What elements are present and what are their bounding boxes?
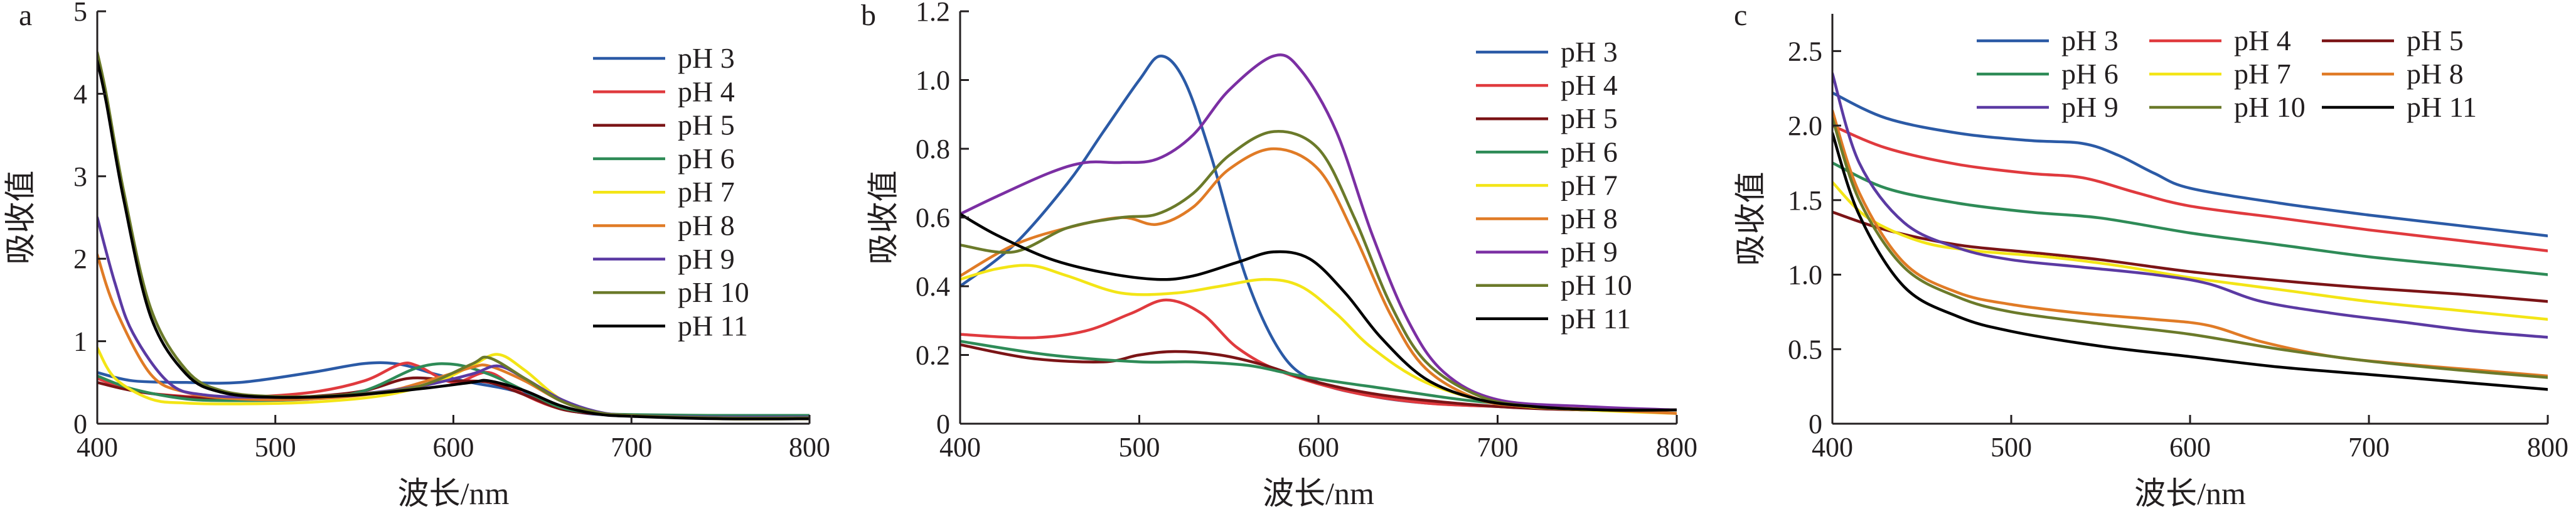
- series-lines: [97, 51, 810, 421]
- y-axis-title: 吸收值: [3, 171, 38, 265]
- legend-label: pH 5: [1561, 102, 1618, 134]
- y-tick-label: 2.5: [1788, 36, 1822, 67]
- legend-label: pH 4: [678, 75, 735, 107]
- x-tick-label: 700: [2348, 432, 2390, 463]
- series-line-7: [1832, 116, 2548, 379]
- x-axis-title: 波长/nm: [2134, 476, 2246, 511]
- y-tick-label: 0: [73, 409, 87, 439]
- x-tick-label: 600: [433, 432, 474, 463]
- series-line-8: [97, 59, 810, 421]
- y-tick-label: 0.5: [1788, 334, 1822, 365]
- panel-label: a: [19, 0, 32, 32]
- series-line-8: [960, 212, 1677, 412]
- y-tick-label: 1.0: [1788, 260, 1822, 291]
- legend-label: pH 4: [1561, 69, 1618, 101]
- legend-label: pH 7: [2234, 58, 2291, 90]
- x-tick-label: 400: [77, 432, 118, 463]
- y-tick-label: 1: [73, 326, 87, 357]
- series-line-8: [1832, 131, 2548, 391]
- legend-label: pH 6: [2061, 58, 2119, 90]
- y-tick-label: 1.5: [1788, 185, 1822, 216]
- y-tick-label: 0: [1809, 409, 1822, 439]
- y-tick-label: 0.6: [916, 203, 950, 234]
- panel-c: 400 500 600 700 800 0 0.5 1.0 1.5 2.0 2.5 波长/nm 吸收值 c…: [1733, 0, 2568, 511]
- series-line-2: [960, 343, 1677, 412]
- x-tick-label: 800: [789, 432, 830, 463]
- series-line-1: [97, 361, 810, 419]
- series-line-3: [960, 340, 1677, 412]
- series-line-6: [1832, 72, 2548, 339]
- legend-label: pH 7: [1561, 169, 1618, 201]
- y-tick-label: 1.0: [916, 65, 950, 96]
- y-tick-label: 3: [73, 161, 87, 192]
- legend-label: pH 6: [1561, 136, 1618, 168]
- legend-label: pH 10: [1561, 269, 1632, 301]
- legend-label: pH 9: [678, 243, 735, 275]
- legend-label: pH 10: [678, 276, 749, 308]
- x-tick-label: 700: [1477, 432, 1519, 463]
- x-tick-label: 400: [1812, 432, 1853, 463]
- legend-label: pH 10: [2234, 91, 2306, 123]
- y-tick-label: 0: [936, 409, 950, 439]
- y-axis-title: 吸收值: [865, 171, 901, 265]
- legend-label: pH 8: [678, 210, 735, 242]
- legend-label: pH 5: [2407, 24, 2464, 56]
- legend-label: pH 9: [1561, 236, 1618, 268]
- y-tick-label: 0.8: [916, 134, 950, 164]
- legend-label: pH 9: [2061, 91, 2119, 123]
- x-tick-label: 600: [2169, 432, 2211, 463]
- x-axis-title: 波长/nm: [398, 476, 510, 511]
- series-line-3: [1832, 161, 2548, 276]
- legend-label: pH 11: [1561, 303, 1631, 335]
- x-tick-label: 500: [255, 432, 296, 463]
- legend-label: pH 11: [678, 309, 748, 341]
- panel-b: 400 500 600 700 800 0 0.2 0.4 0.6 0.8 1.0 1.2 波长/nm 吸…: [861, 0, 1697, 511]
- series-line-5: [1832, 109, 2548, 378]
- legend-label: pH 3: [678, 42, 735, 74]
- legend-label: pH 8: [2407, 58, 2464, 90]
- series-line-0: [97, 361, 810, 417]
- x-tick-label: 500: [1119, 432, 1160, 463]
- legend-label: pH 3: [2061, 24, 2119, 56]
- series-lines: [1832, 72, 2548, 391]
- y-tick-label: 0.4: [916, 271, 950, 302]
- panel-label: c: [1734, 0, 1747, 32]
- legend-label: pH 7: [678, 176, 735, 208]
- legend-label: pH 3: [1561, 36, 1618, 68]
- y-axis-title: 吸收值: [1733, 172, 1768, 266]
- series-lines: [960, 53, 1677, 415]
- series-line-2: [1832, 210, 2548, 303]
- legend-label: pH 8: [1561, 203, 1618, 235]
- series-line-4: [1832, 181, 2548, 321]
- series-line-0: [1832, 91, 2548, 238]
- x-tick-label: 500: [1991, 432, 2032, 463]
- y-tick-label: 4: [73, 78, 87, 109]
- x-tick-label: 700: [611, 432, 652, 463]
- x-axis-title: 波长/nm: [1263, 476, 1374, 511]
- x-tick-label: 800: [1656, 432, 1697, 463]
- legend-label: pH 6: [678, 142, 735, 175]
- y-tick-label: 2: [73, 244, 87, 274]
- legend-label: pH 11: [2407, 91, 2477, 123]
- x-tick-label: 400: [939, 432, 981, 463]
- legend: pH 3 pH 4 pH 5 pH 6 pH 7 pH 8 pH 9 pH 10 pH 11: [1977, 24, 2477, 123]
- legend-label: pH 4: [2234, 24, 2291, 56]
- y-tick-label: 1.2: [916, 0, 950, 27]
- y-tick-label: 5: [73, 0, 87, 27]
- legend-label: pH 5: [678, 109, 735, 141]
- y-tick-label: 0.2: [916, 340, 950, 371]
- x-tick-label: 600: [1298, 432, 1339, 463]
- series-line-1: [1832, 124, 2548, 252]
- panel-label: b: [861, 0, 876, 32]
- y-tick-label: 2.0: [1788, 110, 1822, 141]
- series-line-6: [960, 53, 1677, 412]
- x-tick-label: 800: [2527, 432, 2568, 463]
